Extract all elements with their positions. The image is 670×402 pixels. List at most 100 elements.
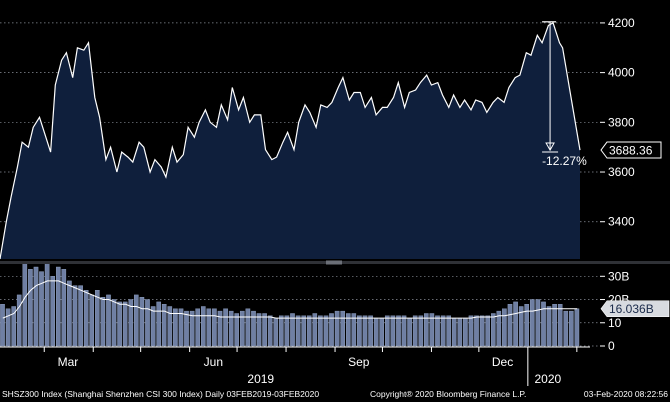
volume-bar — [145, 299, 150, 347]
volume-bar — [223, 308, 228, 347]
volume-moving-average-line — [2, 280, 578, 319]
volume-bar — [379, 317, 385, 347]
volume-bar — [463, 317, 468, 347]
volume-bar — [513, 301, 518, 347]
volume-bar — [390, 315, 396, 347]
volume-bar — [133, 294, 139, 347]
volume-bar — [78, 285, 83, 347]
annotation-arrow-head — [545, 142, 555, 152]
volume-bar — [279, 315, 284, 347]
volume-bar — [284, 315, 290, 347]
volume-bar — [530, 299, 535, 347]
volume-bar — [396, 315, 401, 347]
volume-bar — [418, 315, 424, 347]
volume-bar — [569, 310, 574, 347]
volume-bar — [401, 315, 407, 347]
volume-bar — [28, 269, 33, 347]
volume-bar — [524, 304, 529, 347]
volume-bar — [451, 317, 457, 347]
volume-bar — [178, 308, 184, 347]
volume-bar — [267, 315, 273, 347]
volume-bar — [273, 317, 279, 347]
volume-bar — [468, 315, 474, 347]
price-last-value-label: 3688.36 — [609, 144, 653, 158]
volume-bar — [161, 304, 167, 347]
volume-tick-label: 10 — [608, 316, 622, 330]
volume-bar — [295, 315, 301, 347]
volume-bar — [362, 315, 368, 347]
x-month-label: Mar — [58, 355, 79, 369]
volume-bar — [251, 310, 256, 347]
volume-bar — [340, 310, 346, 347]
volume-bar — [195, 308, 201, 347]
volume-tick-label: 0 — [608, 339, 615, 353]
volume-bar — [385, 315, 390, 347]
volume-bar — [72, 285, 78, 347]
volume-bar — [557, 304, 563, 347]
volume-bar — [11, 306, 17, 347]
volume-bar — [318, 315, 323, 347]
price-tick-label: 3600 — [608, 165, 635, 179]
volume-bar — [94, 290, 100, 347]
volume-bar — [507, 304, 513, 347]
volume-bar — [217, 310, 223, 347]
volume-bar — [323, 315, 329, 347]
volume-bar — [373, 317, 379, 347]
footer-security: SHSZ300 Index (Shanghai Shenzhen CSI 300… — [2, 389, 320, 399]
footer-timestamp: 03-Feb-2020 08:22:56 — [583, 389, 668, 399]
volume-bar — [435, 315, 440, 347]
volume-bar — [33, 266, 39, 347]
volume-bar — [457, 317, 463, 347]
volume-bar — [306, 315, 312, 347]
volume-bar — [5, 308, 11, 347]
volume-bar — [139, 297, 145, 347]
volume-bar — [329, 313, 334, 347]
volume-bar — [44, 262, 50, 347]
x-year-label: 2019 — [247, 372, 274, 386]
volume-bar — [106, 294, 111, 347]
volume-bar — [429, 313, 435, 347]
volume-bar — [212, 308, 217, 347]
volume-bar — [206, 308, 212, 347]
volume-bar — [496, 310, 502, 347]
volume-bar — [262, 313, 267, 347]
x-month-label: Sep — [348, 355, 370, 369]
volume-bar — [39, 271, 44, 347]
footer-copyright: Copyright® 2020 Bloomberg Finance L.P. — [370, 389, 527, 399]
volume-bar — [167, 306, 173, 347]
volume-bar — [61, 269, 67, 347]
footer: SHSZ300 Index (Shanghai Shenzhen CSI 300… — [0, 386, 670, 402]
volume-bar — [301, 315, 307, 347]
volume-bar — [357, 315, 362, 347]
price-panel: 3400 3600 3800 4000 4200 -12.27% 3688.36 — [0, 16, 662, 260]
price-line — [0, 22, 581, 260]
volume-bar — [440, 315, 446, 347]
volume-bar — [56, 266, 61, 347]
volume-bar — [67, 280, 72, 347]
volume-bar — [518, 306, 524, 347]
volume-bar — [89, 294, 94, 347]
volume-bar — [334, 310, 340, 347]
volume-last-value-badge — [600, 300, 670, 318]
panel-resize-handle — [326, 260, 342, 265]
volume-bar — [368, 315, 373, 347]
volume-bar — [563, 310, 569, 347]
volume-bar — [256, 313, 262, 347]
volume-bar — [574, 308, 580, 347]
volume-bar — [290, 313, 295, 347]
volume-bar — [491, 313, 496, 347]
x-axis: Mar Jun Sep Dec 2019 2020 — [0, 346, 590, 386]
volume-bar — [474, 315, 479, 347]
volume-bar — [541, 301, 546, 347]
volume-bar — [50, 276, 55, 347]
volume-bar — [312, 313, 318, 347]
price-area — [0, 22, 580, 260]
volume-bar — [346, 313, 351, 347]
volume-bar — [552, 304, 557, 347]
volume-bar — [228, 310, 234, 347]
volume-bar — [173, 308, 178, 347]
volume-bar — [502, 308, 507, 347]
volume-bar — [407, 317, 412, 347]
